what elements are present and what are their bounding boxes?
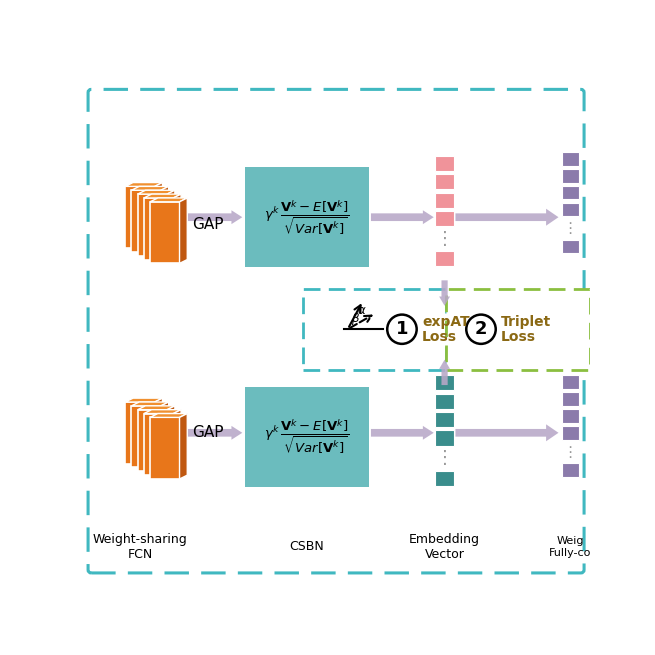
Polygon shape (161, 402, 169, 468)
FancyBboxPatch shape (561, 375, 578, 389)
Polygon shape (138, 194, 167, 255)
FancyBboxPatch shape (436, 412, 454, 428)
FancyBboxPatch shape (561, 185, 578, 200)
Circle shape (387, 314, 417, 344)
Polygon shape (138, 409, 167, 472)
Polygon shape (132, 187, 169, 190)
Polygon shape (167, 190, 175, 255)
Polygon shape (439, 280, 450, 306)
Polygon shape (138, 190, 175, 194)
Text: ⋮: ⋮ (436, 230, 453, 248)
Text: ⋮: ⋮ (436, 449, 453, 467)
Text: Weight-sharing
FCN: Weight-sharing FCN (92, 533, 187, 561)
Text: CSBN: CSBN (290, 540, 324, 553)
Polygon shape (138, 406, 175, 409)
Polygon shape (179, 413, 187, 479)
Text: expAT: expAT (422, 314, 470, 329)
FancyBboxPatch shape (436, 430, 454, 446)
Text: ⋮: ⋮ (563, 221, 578, 236)
FancyBboxPatch shape (436, 394, 454, 409)
Text: Triplet: Triplet (501, 314, 552, 329)
Polygon shape (125, 398, 162, 402)
FancyBboxPatch shape (436, 470, 454, 486)
Polygon shape (150, 202, 179, 263)
Polygon shape (132, 406, 161, 468)
Polygon shape (125, 402, 155, 464)
Polygon shape (155, 183, 162, 248)
FancyBboxPatch shape (446, 289, 590, 369)
Polygon shape (144, 409, 181, 413)
Text: $\gamma^k\,\dfrac{\mathbf{V}^k - E[\mathbf{V}^k]}{\sqrt{Var[\mathbf{V}^k]}}$: $\gamma^k\,\dfrac{\mathbf{V}^k - E[\math… (264, 198, 349, 236)
FancyBboxPatch shape (561, 409, 578, 422)
Polygon shape (125, 183, 162, 187)
Polygon shape (150, 413, 187, 417)
FancyBboxPatch shape (244, 167, 369, 267)
Polygon shape (155, 398, 162, 464)
Text: $\beta$: $\beta$ (351, 310, 360, 327)
Text: Loss: Loss (501, 330, 536, 344)
FancyBboxPatch shape (436, 156, 454, 171)
FancyBboxPatch shape (303, 289, 446, 369)
FancyBboxPatch shape (561, 169, 578, 183)
Text: $\alpha$: $\alpha$ (357, 304, 366, 317)
Polygon shape (371, 210, 434, 224)
Polygon shape (144, 198, 174, 259)
Text: ⋮: ⋮ (563, 445, 578, 460)
Circle shape (466, 314, 496, 344)
Polygon shape (150, 417, 179, 479)
FancyBboxPatch shape (436, 193, 454, 208)
Text: 1: 1 (396, 320, 408, 338)
FancyBboxPatch shape (561, 202, 578, 216)
Polygon shape (174, 409, 181, 475)
Text: Weig
Fully-co: Weig Fully-co (549, 536, 591, 557)
Text: Loss: Loss (422, 330, 457, 344)
Polygon shape (150, 198, 187, 202)
Polygon shape (167, 406, 175, 472)
FancyBboxPatch shape (244, 386, 369, 487)
Polygon shape (144, 413, 174, 475)
Polygon shape (161, 187, 169, 252)
Text: $\gamma^k\,\dfrac{\mathbf{V}^k - E[\mathbf{V}^k]}{\sqrt{Var[\mathbf{V}^k]}}$: $\gamma^k\,\dfrac{\mathbf{V}^k - E[\math… (264, 417, 349, 456)
FancyBboxPatch shape (436, 251, 454, 267)
Polygon shape (174, 210, 242, 224)
FancyBboxPatch shape (436, 375, 454, 390)
Polygon shape (144, 194, 181, 198)
Polygon shape (439, 360, 450, 385)
Polygon shape (125, 187, 155, 248)
Polygon shape (455, 209, 559, 226)
FancyBboxPatch shape (561, 152, 578, 166)
Polygon shape (179, 198, 187, 263)
Text: GAP: GAP (192, 217, 223, 233)
Polygon shape (371, 426, 434, 440)
Polygon shape (174, 426, 242, 440)
FancyBboxPatch shape (561, 392, 578, 406)
Text: 2: 2 (475, 320, 487, 338)
Polygon shape (132, 190, 161, 252)
FancyBboxPatch shape (561, 240, 578, 253)
FancyBboxPatch shape (436, 211, 454, 227)
Polygon shape (455, 424, 559, 441)
Polygon shape (174, 194, 181, 259)
FancyBboxPatch shape (436, 174, 454, 189)
Text: GAP: GAP (192, 425, 223, 440)
FancyBboxPatch shape (561, 426, 578, 440)
FancyBboxPatch shape (561, 463, 578, 477)
Polygon shape (132, 402, 169, 406)
Text: Embedding
Vector: Embedding Vector (409, 533, 480, 561)
